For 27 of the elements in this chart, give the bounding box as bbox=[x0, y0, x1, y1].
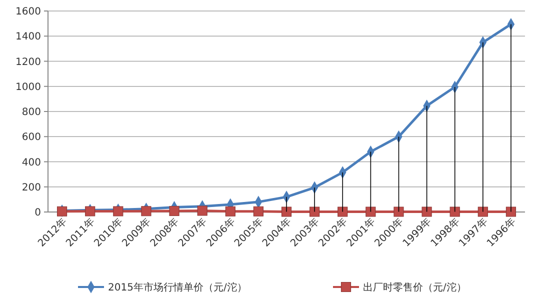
point bbox=[225, 206, 236, 216]
y-tick-label: 0 bbox=[34, 208, 41, 218]
y-tick-label: 600 bbox=[22, 132, 41, 144]
point bbox=[85, 206, 96, 216]
y-tick-label: 800 bbox=[22, 107, 41, 118]
point bbox=[478, 206, 488, 217]
point bbox=[197, 206, 208, 216]
point bbox=[113, 206, 124, 216]
legend-label: 2015年市场行情单价（元/沱） bbox=[108, 282, 247, 294]
legend-label: 出厂时零售价（元/沱） bbox=[363, 282, 466, 294]
point bbox=[506, 206, 516, 217]
y-tick-label: 1000 bbox=[16, 82, 41, 93]
point bbox=[422, 206, 432, 217]
point bbox=[394, 206, 404, 217]
point bbox=[281, 206, 292, 217]
point bbox=[253, 206, 264, 216]
point bbox=[141, 206, 152, 216]
y-tick-label: 1200 bbox=[16, 56, 41, 68]
y-tick-label: 200 bbox=[22, 182, 41, 194]
point bbox=[366, 206, 376, 217]
point bbox=[450, 206, 460, 217]
y-tick-label: 1600 bbox=[16, 6, 41, 18]
y-tick-label: 1400 bbox=[16, 32, 41, 43]
point bbox=[310, 206, 320, 217]
point bbox=[169, 206, 180, 216]
point bbox=[338, 206, 348, 217]
y-tick-label: 400 bbox=[22, 157, 41, 168]
